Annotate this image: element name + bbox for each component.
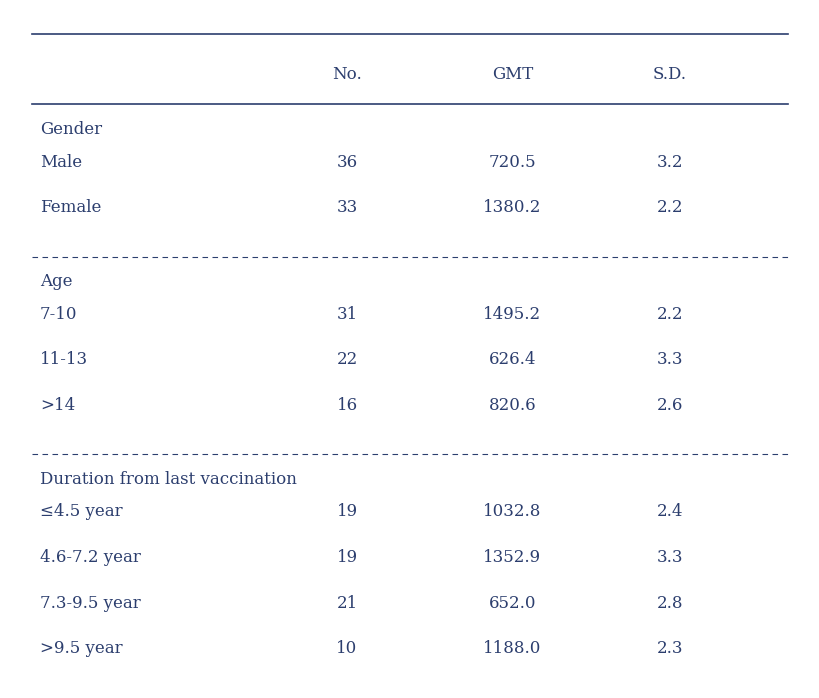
Text: 3.3: 3.3 (656, 351, 682, 369)
Text: 36: 36 (336, 154, 357, 171)
Text: 4.6-7.2 year: 4.6-7.2 year (40, 549, 141, 566)
Text: Male: Male (40, 154, 82, 171)
Text: 2.3: 2.3 (656, 640, 682, 657)
Text: 33: 33 (336, 199, 357, 216)
Text: 7-10: 7-10 (40, 306, 78, 322)
Text: 1352.9: 1352.9 (482, 549, 541, 566)
Text: 31: 31 (336, 306, 357, 322)
Text: >14: >14 (40, 397, 75, 414)
Text: Gender: Gender (40, 121, 102, 138)
Text: 2.2: 2.2 (656, 199, 682, 216)
Text: 7.3-9.5 year: 7.3-9.5 year (40, 595, 141, 611)
Text: Female: Female (40, 199, 102, 216)
Text: 16: 16 (336, 397, 357, 414)
Text: 3.3: 3.3 (656, 549, 682, 566)
Text: 19: 19 (336, 549, 357, 566)
Text: 652.0: 652.0 (488, 595, 536, 611)
Text: 1032.8: 1032.8 (482, 503, 541, 521)
Text: Duration from last vaccination: Duration from last vaccination (40, 471, 296, 488)
Text: 11-13: 11-13 (40, 351, 88, 369)
Text: S.D.: S.D. (652, 66, 686, 83)
Text: >9.5 year: >9.5 year (40, 640, 123, 657)
Text: 1188.0: 1188.0 (482, 640, 541, 657)
Text: 10: 10 (336, 640, 357, 657)
Text: 2.4: 2.4 (656, 503, 682, 521)
Text: 22: 22 (336, 351, 357, 369)
Text: 2.2: 2.2 (656, 306, 682, 322)
Text: 2.8: 2.8 (656, 595, 682, 611)
Text: 1380.2: 1380.2 (482, 199, 541, 216)
Text: 19: 19 (336, 503, 357, 521)
Text: 21: 21 (336, 595, 357, 611)
Text: 626.4: 626.4 (488, 351, 536, 369)
Text: No.: No. (332, 66, 361, 83)
Text: 3.2: 3.2 (656, 154, 682, 171)
Text: 820.6: 820.6 (488, 397, 536, 414)
Text: 2.6: 2.6 (656, 397, 682, 414)
Text: ≤4.5 year: ≤4.5 year (40, 503, 123, 521)
Text: Age: Age (40, 274, 72, 290)
Text: GMT: GMT (491, 66, 532, 83)
Text: 1495.2: 1495.2 (482, 306, 541, 322)
Text: 720.5: 720.5 (488, 154, 536, 171)
